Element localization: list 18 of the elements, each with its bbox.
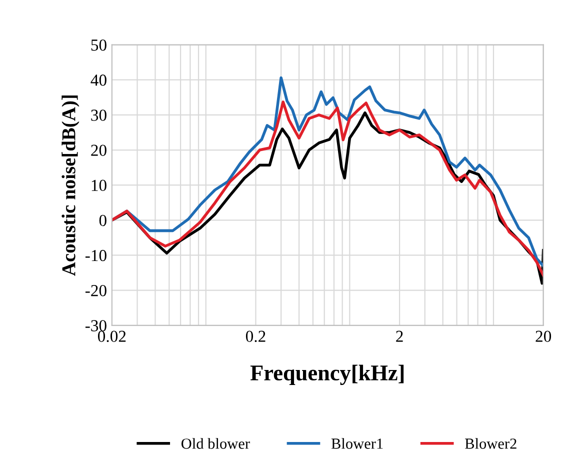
y-tick-label: -20	[85, 285, 106, 296]
legend-label: Blower1	[331, 438, 383, 449]
x-tick-label: 20	[536, 330, 552, 342]
x-tick-label: 2	[396, 330, 403, 342]
y-tick-label: 30	[91, 110, 106, 121]
x-tick-label: 0.02	[98, 330, 126, 342]
y-axis-title: Acoustic noise[dB(A)]	[62, 96, 80, 276]
y-tick-label: -10	[85, 250, 106, 262]
y-tick-label: 10	[92, 180, 106, 192]
y-tick-label: 20	[91, 144, 106, 156]
x-tick-label: 0.2	[246, 330, 266, 342]
y-tick-label: 50	[91, 39, 106, 51]
y-tick-label: -30	[85, 320, 106, 332]
y-tick-label: 0	[99, 214, 106, 226]
legend-label: Blower2	[465, 438, 516, 449]
y-tick-label: 40	[90, 74, 106, 86]
legend-label: Old blower	[181, 438, 250, 449]
x-axis-title: Frequency[kHz]	[250, 364, 404, 386]
